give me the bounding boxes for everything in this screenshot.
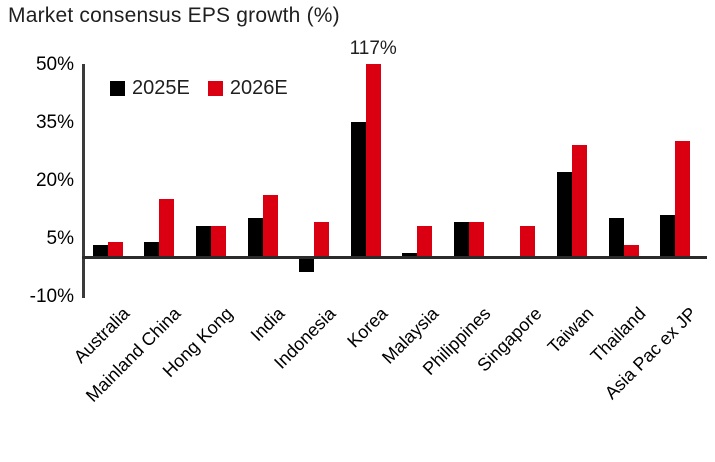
bar-2025e-india (247, 218, 263, 257)
zero-baseline (82, 256, 707, 259)
bar-2025e-australia (92, 245, 108, 257)
bar-2025e-asia-pac-ex-jp (660, 214, 676, 257)
bar-2026e-korea (365, 64, 381, 257)
x-tick-label-mainland-china: Mainland China (82, 302, 185, 406)
y-tick-label: -10% (29, 285, 74, 307)
y-tick-label: 5% (46, 227, 74, 249)
y-tick-label: 20% (35, 169, 74, 191)
bar-2026e-asia-pac-ex-jp (675, 141, 691, 257)
bar-2026e-singapore (520, 226, 536, 257)
bar-2026e-philippines (468, 222, 484, 257)
bar-2026e-taiwan (572, 145, 588, 257)
x-tick-label-asia-pac-ex-jp: Asia Pac ex JP (600, 302, 701, 403)
y-tick-label: 50% (35, 54, 74, 75)
legend-label: 2025E (132, 77, 190, 99)
legend: 2025E 2026E (110, 77, 288, 100)
y-tick-label: 35% (35, 111, 74, 133)
bar-2026e-hong-kong (210, 226, 226, 257)
legend-swatch-2026e (207, 81, 223, 96)
bar-2026e-australia (107, 241, 123, 257)
bar-2026e-malaysia (417, 226, 433, 257)
y-axis-line (82, 64, 85, 298)
x-tick-label-india: India (246, 302, 288, 345)
chart-title: Market consensus EPS growth (%) (8, 4, 340, 27)
bar-2025e-philippines (453, 222, 469, 257)
legend-label: 2026E (229, 77, 288, 99)
legend-swatch-2025e (110, 81, 125, 96)
bar-2025e-taiwan (557, 172, 573, 257)
bar-2026e-mainland-china (159, 199, 175, 257)
legend-item-2025e: 2025E (110, 77, 190, 100)
bar-2026e-india (262, 195, 278, 257)
bar-2025e-mainland-china (144, 241, 160, 257)
bar-2025e-korea (350, 121, 366, 257)
x-tick-label-korea: Korea (343, 302, 392, 352)
bar-value-annotation: 117% (349, 38, 397, 59)
legend-item-2026e: 2026E (207, 77, 288, 100)
bar-2025e-malaysia (402, 253, 418, 257)
bar-2026e-thailand (623, 245, 639, 257)
bar-2025e-indonesia (299, 257, 315, 273)
bar-2026e-indonesia (314, 222, 330, 257)
bar-2025e-hong-kong (195, 226, 211, 257)
bar-2025e-thailand (608, 218, 624, 257)
